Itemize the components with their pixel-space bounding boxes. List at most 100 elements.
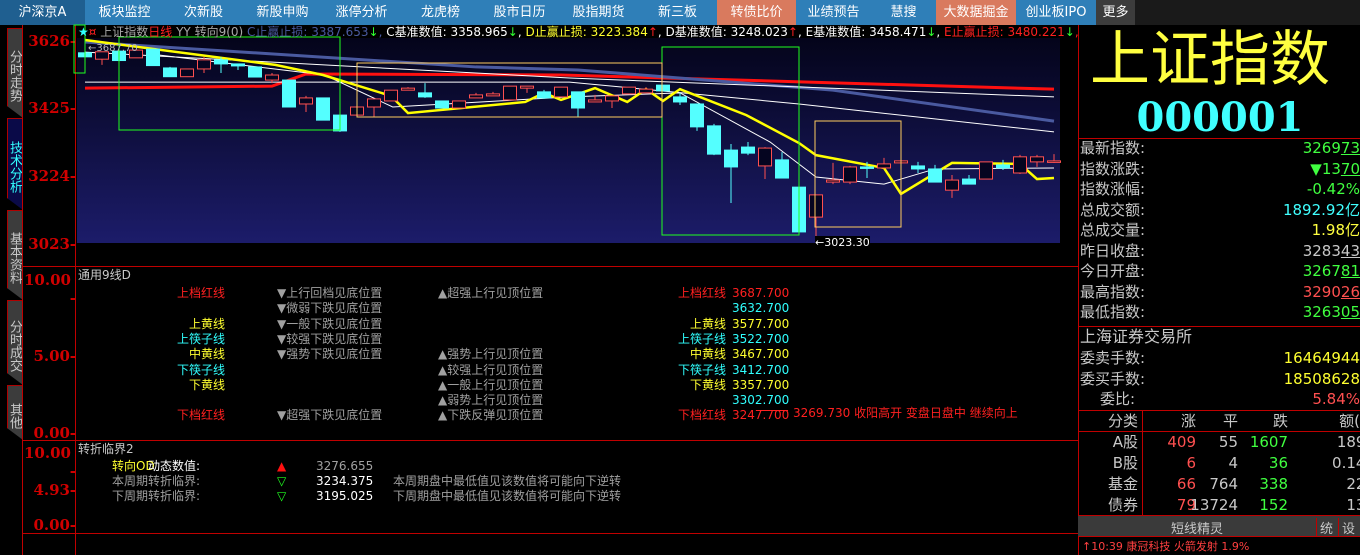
star-icon[interactable]: ★	[78, 25, 89, 39]
candle[interactable]	[588, 94, 602, 103]
indicator-name[interactable]: YY 转向9(0)	[176, 25, 244, 39]
candle[interactable]	[418, 83, 432, 98]
settings-button[interactable]: 设	[1338, 518, 1358, 537]
candle[interactable]	[962, 175, 976, 185]
candle[interactable]	[690, 103, 704, 131]
nav-tab[interactable]: 龙虎榜	[401, 0, 480, 25]
candle[interactable]	[537, 89, 551, 99]
candle[interactable]	[979, 161, 993, 180]
panel-title: 通用9线D	[78, 268, 131, 282]
line-label: 上筷子线	[176, 331, 225, 346]
candle[interactable]	[639, 87, 653, 94]
nav-tab[interactable]: 新股申购	[243, 0, 322, 25]
side-tab[interactable]: 分时成交	[7, 300, 23, 385]
candle[interactable]	[622, 86, 636, 95]
low-price-label: ←3023.30	[815, 236, 870, 249]
nav-tab[interactable]: 更多	[1096, 0, 1135, 25]
nav-tab[interactable]: 涨停分析	[322, 0, 401, 25]
candle[interactable]	[316, 97, 330, 121]
candle[interactable]	[1047, 154, 1061, 163]
candle[interactable]	[1030, 154, 1044, 167]
candle[interactable]	[996, 159, 1010, 170]
candle[interactable]	[605, 95, 619, 109]
row-label: 下周期转折临界:	[112, 489, 201, 503]
candle[interactable]	[945, 175, 959, 198]
candle[interactable]	[707, 123, 721, 156]
period-label[interactable]: 日线	[148, 25, 173, 39]
nav-tab[interactable]: 股市日历	[480, 0, 559, 25]
candle[interactable]	[401, 87, 415, 91]
candle[interactable]	[129, 49, 143, 59]
candle[interactable]	[435, 100, 449, 109]
indicator-line	[84, 72, 1055, 91]
nav-tab[interactable]: 创业板IPO	[1016, 0, 1096, 25]
quote-row: 总成交量: 1.98亿	[1080, 220, 1360, 240]
candle[interactable]	[299, 95, 313, 113]
candle[interactable]	[214, 56, 228, 73]
candle[interactable]	[486, 91, 500, 97]
candle[interactable]	[265, 72, 279, 84]
candle[interactable]	[656, 84, 670, 92]
nav-tab[interactable]: 慧搜	[871, 0, 936, 25]
candle[interactable]	[231, 63, 245, 70]
candle[interactable]	[809, 194, 823, 244]
divider	[22, 533, 1078, 534]
nav-tab[interactable]: 业绩预告	[796, 0, 871, 25]
candle[interactable]	[860, 161, 874, 179]
sprite-ticker-item[interactable]: ↑10:39 康冠科技 火箭发射 1.9%	[1082, 540, 1250, 553]
candle-body	[724, 149, 738, 168]
nav-tab[interactable]: 板块监控	[85, 0, 164, 25]
candle[interactable]	[248, 66, 262, 78]
candle[interactable]	[673, 92, 687, 105]
line-label: 上黄线	[188, 316, 225, 331]
candle[interactable]	[758, 147, 772, 180]
candle[interactable]	[826, 162, 840, 185]
nav-tab[interactable]: 次新股	[164, 0, 243, 25]
candle[interactable]	[741, 142, 755, 156]
table-cell: 225	[1346, 475, 1360, 493]
indicator-line	[84, 38, 1055, 196]
candle[interactable]	[452, 100, 466, 109]
candle[interactable]	[367, 98, 381, 118]
candle[interactable]	[95, 51, 109, 65]
sprite-title[interactable]: 短线精灵	[1170, 522, 1223, 537]
side-tab[interactable]: 分时走势	[7, 28, 23, 118]
nav-tab[interactable]: 股指期货	[559, 0, 638, 25]
candle[interactable]	[1013, 154, 1027, 175]
line-value: 3302.700	[732, 393, 790, 408]
candle[interactable]	[928, 164, 942, 183]
candle[interactable]	[197, 56, 211, 73]
row-description: 下周期盘中最低值见该数值将可能向下逆转	[393, 489, 622, 503]
candle[interactable]	[163, 66, 177, 78]
candle[interactable]	[911, 161, 925, 173]
candle[interactable]	[503, 85, 517, 101]
candle[interactable]	[554, 86, 568, 98]
candle[interactable]	[571, 91, 585, 118]
candle[interactable]	[843, 165, 857, 185]
candle[interactable]	[724, 144, 738, 203]
nav-tab[interactable]: 沪深京A	[0, 0, 85, 25]
candle[interactable]	[877, 157, 891, 169]
candle[interactable]	[146, 48, 160, 67]
bottom-signal: ▼强势下跌见底位置	[277, 347, 383, 362]
stats-button[interactable]: 统	[1316, 518, 1336, 537]
nav-tab[interactable]: 大数据掘金	[936, 0, 1016, 25]
candle[interactable]	[775, 152, 789, 179]
candle[interactable]	[180, 68, 194, 78]
side-tab[interactable]: 其他	[7, 385, 23, 440]
quote-label: 最高指数:	[1080, 282, 1146, 301]
nav-tab[interactable]: 新三板	[638, 0, 717, 25]
candle[interactable]	[384, 89, 398, 102]
side-tab[interactable]: 基本资料	[7, 210, 23, 300]
candle[interactable]	[282, 79, 296, 108]
candle[interactable]	[520, 85, 534, 93]
line-value: 3522.700	[732, 331, 790, 346]
candlestick-chart[interactable]	[0, 0, 1078, 266]
gear-icon[interactable]: ¤	[88, 25, 97, 39]
nav-tab[interactable]: 转债比价	[717, 0, 796, 25]
side-tab[interactable]: 技术分析	[7, 118, 23, 210]
top-signal: ▲下跌反弹见顶位置	[438, 408, 544, 423]
candle-body	[826, 179, 840, 183]
candle[interactable]	[469, 92, 483, 99]
quote-value: 329026	[1303, 282, 1360, 302]
